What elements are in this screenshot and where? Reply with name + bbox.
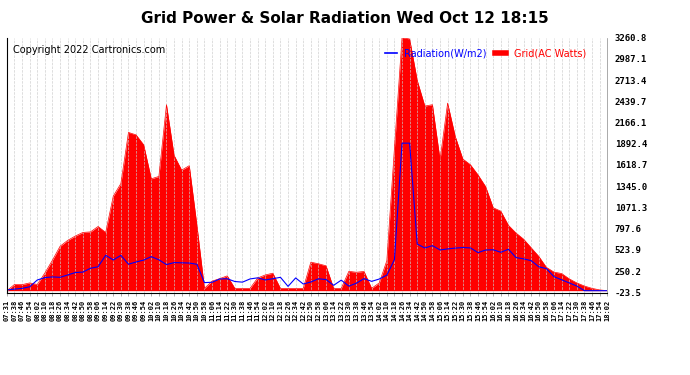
Text: Copyright 2022 Cartronics.com: Copyright 2022 Cartronics.com xyxy=(13,45,165,55)
Text: Grid Power & Solar Radiation Wed Oct 12 18:15: Grid Power & Solar Radiation Wed Oct 12 … xyxy=(141,11,549,26)
Legend: Radiation(W/m2), Grid(AC Watts): Radiation(W/m2), Grid(AC Watts) xyxy=(381,45,591,63)
